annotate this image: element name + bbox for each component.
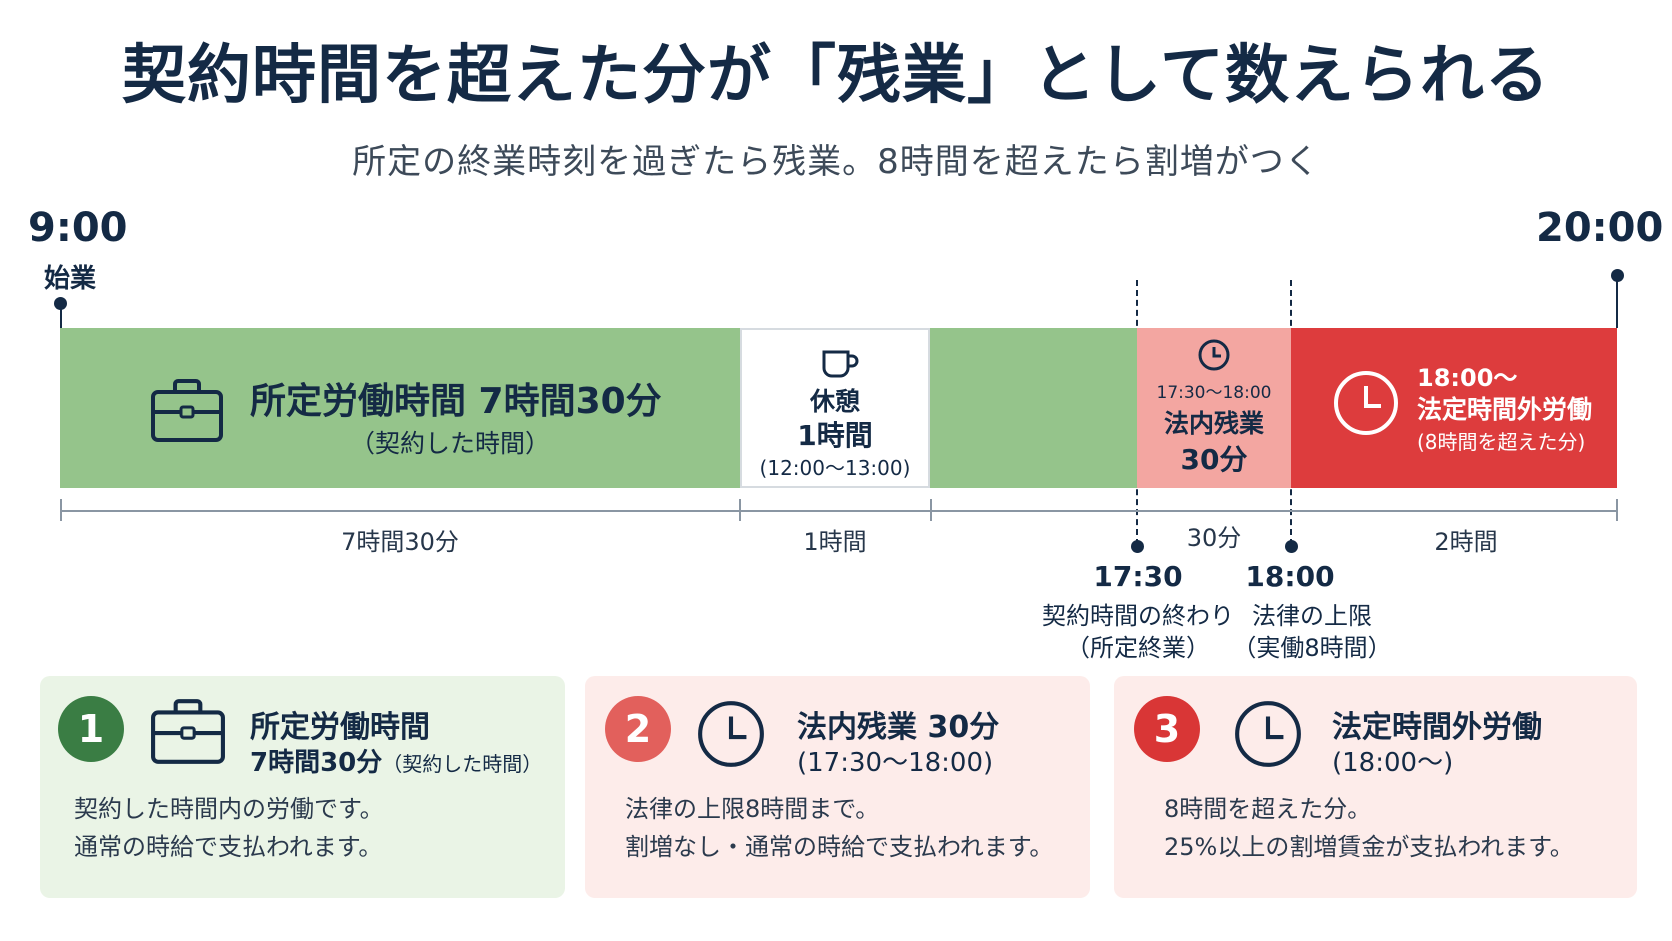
clock-icon [1334, 371, 1398, 435]
stat-note: (8時間を超えた分) [1417, 430, 1586, 454]
card-body-line: 契約した時間内の労働です。 [74, 795, 384, 823]
card-legal-overtime: 2 法内残業 30分 (17:30〜18:00) 法律の上限8時間まで。 割増な… [585, 676, 1090, 898]
break-duration: 1時間 [797, 419, 873, 452]
card-body-line: 通常の時給で支払われます。 [74, 833, 383, 861]
card-title: 所定労働時間 [250, 710, 430, 745]
card-subtitle-duration: 7時間30分 [250, 748, 383, 778]
segment-prescribed-work-2 [930, 328, 1137, 488]
segment-statutory-overtime: 18:00〜 法定時間外労働 (8時間を超えた分) [1291, 328, 1617, 488]
work-title: 所定労働時間 7時間30分 [250, 381, 662, 422]
coffee-cup-icon [822, 350, 859, 378]
end-dot [1611, 269, 1624, 282]
segment-break: 休憩 1時間 (12:00〜13:00) [740, 328, 930, 488]
card-subtitle: 7時間30分（契約した時間） [250, 742, 542, 779]
end-time: 20:00 [1536, 205, 1664, 251]
card-title: 法内残業 30分 [797, 710, 1000, 745]
marker-label-1730: 契約時間の終わり [1042, 602, 1234, 630]
page-title: 契約時間を超えた分が「残業」として数えられる [121, 39, 1551, 113]
marker-time-1730: 17:30 [1093, 560, 1183, 593]
legal-range: 17:30〜18:00 [1156, 383, 1272, 403]
page-subtitle: 所定の終業時刻を過ぎたら残業。8時間を超えたら割増がつく [352, 142, 1320, 182]
ruler-tick [739, 499, 741, 521]
card-body-line: 法律の上限8時間まで。 [625, 795, 880, 823]
start-label: 始業 [44, 264, 97, 294]
stat-start: 18:00〜 [1417, 364, 1518, 392]
start-time: 9:00 [28, 205, 128, 251]
clock-icon [1235, 701, 1301, 767]
briefcase-icon [151, 699, 225, 764]
clock-icon [698, 701, 764, 767]
clock-icon [1198, 339, 1230, 371]
ruler-label-work: 7時間30分 [341, 528, 459, 556]
card-prescribed-work: 1 所定労働時間 7時間30分（契約した時間） 契約した時間内の労働です。 通常… [40, 676, 565, 898]
card-number: 2 [605, 696, 671, 762]
ruler-tick [1616, 499, 1618, 521]
break-title: 休憩 [809, 387, 860, 416]
card-title: 法定時間外労働 [1332, 710, 1542, 745]
ruler-label-statutory: 2時間 [1434, 528, 1498, 556]
segment-legal-overtime: 17:30〜18:00 法内残業 30分 [1137, 328, 1291, 488]
ruler-tick [60, 499, 62, 521]
duration-ruler [60, 510, 1618, 512]
break-range: (12:00〜13:00) [759, 456, 911, 480]
card-body-line: 25%以上の割増賃金が支払われます。 [1164, 833, 1574, 861]
work-note: （契約した時間） [350, 429, 551, 458]
marker-note-1730: （所定終業） [1066, 634, 1210, 662]
card-body-line: 割増なし・通常の時給で支払われます。 [625, 833, 1054, 861]
card-body-line: 8時間を超えた分。 [1164, 795, 1372, 823]
card-subtitle-note: （契約した時間） [382, 752, 543, 776]
end-line [1616, 276, 1618, 328]
ruler-tick [930, 499, 932, 521]
card-subtitle: (18:00〜) [1332, 748, 1454, 778]
card-number: 1 [58, 696, 124, 762]
legal-duration: 30分 [1180, 443, 1248, 476]
stat-title: 法定時間外労働 [1417, 395, 1593, 424]
marker-time-1800: 18:00 [1245, 560, 1335, 593]
segment-prescribed-work: 所定労働時間 7時間30分 （契約した時間） [60, 328, 740, 488]
start-dot [54, 297, 67, 310]
marker-dot-1800 [1285, 540, 1298, 553]
marker-note-1800: （実働8時間） [1232, 634, 1392, 662]
legal-title: 法内残業 [1163, 409, 1264, 438]
ruler-label-break: 1時間 [803, 528, 867, 556]
marker-label-1800: 法律の上限 [1252, 602, 1372, 630]
card-statutory-overtime: 3 法定時間外労働 (18:00〜) 8時間を超えた分。 25%以上の割増賃金が… [1114, 676, 1637, 898]
briefcase-icon [151, 379, 223, 442]
marker-dot-1730 [1131, 540, 1144, 553]
card-subtitle: (17:30〜18:00) [797, 748, 994, 778]
card-number: 3 [1134, 696, 1200, 762]
ruler-label-legal: 30分 [1186, 524, 1242, 552]
